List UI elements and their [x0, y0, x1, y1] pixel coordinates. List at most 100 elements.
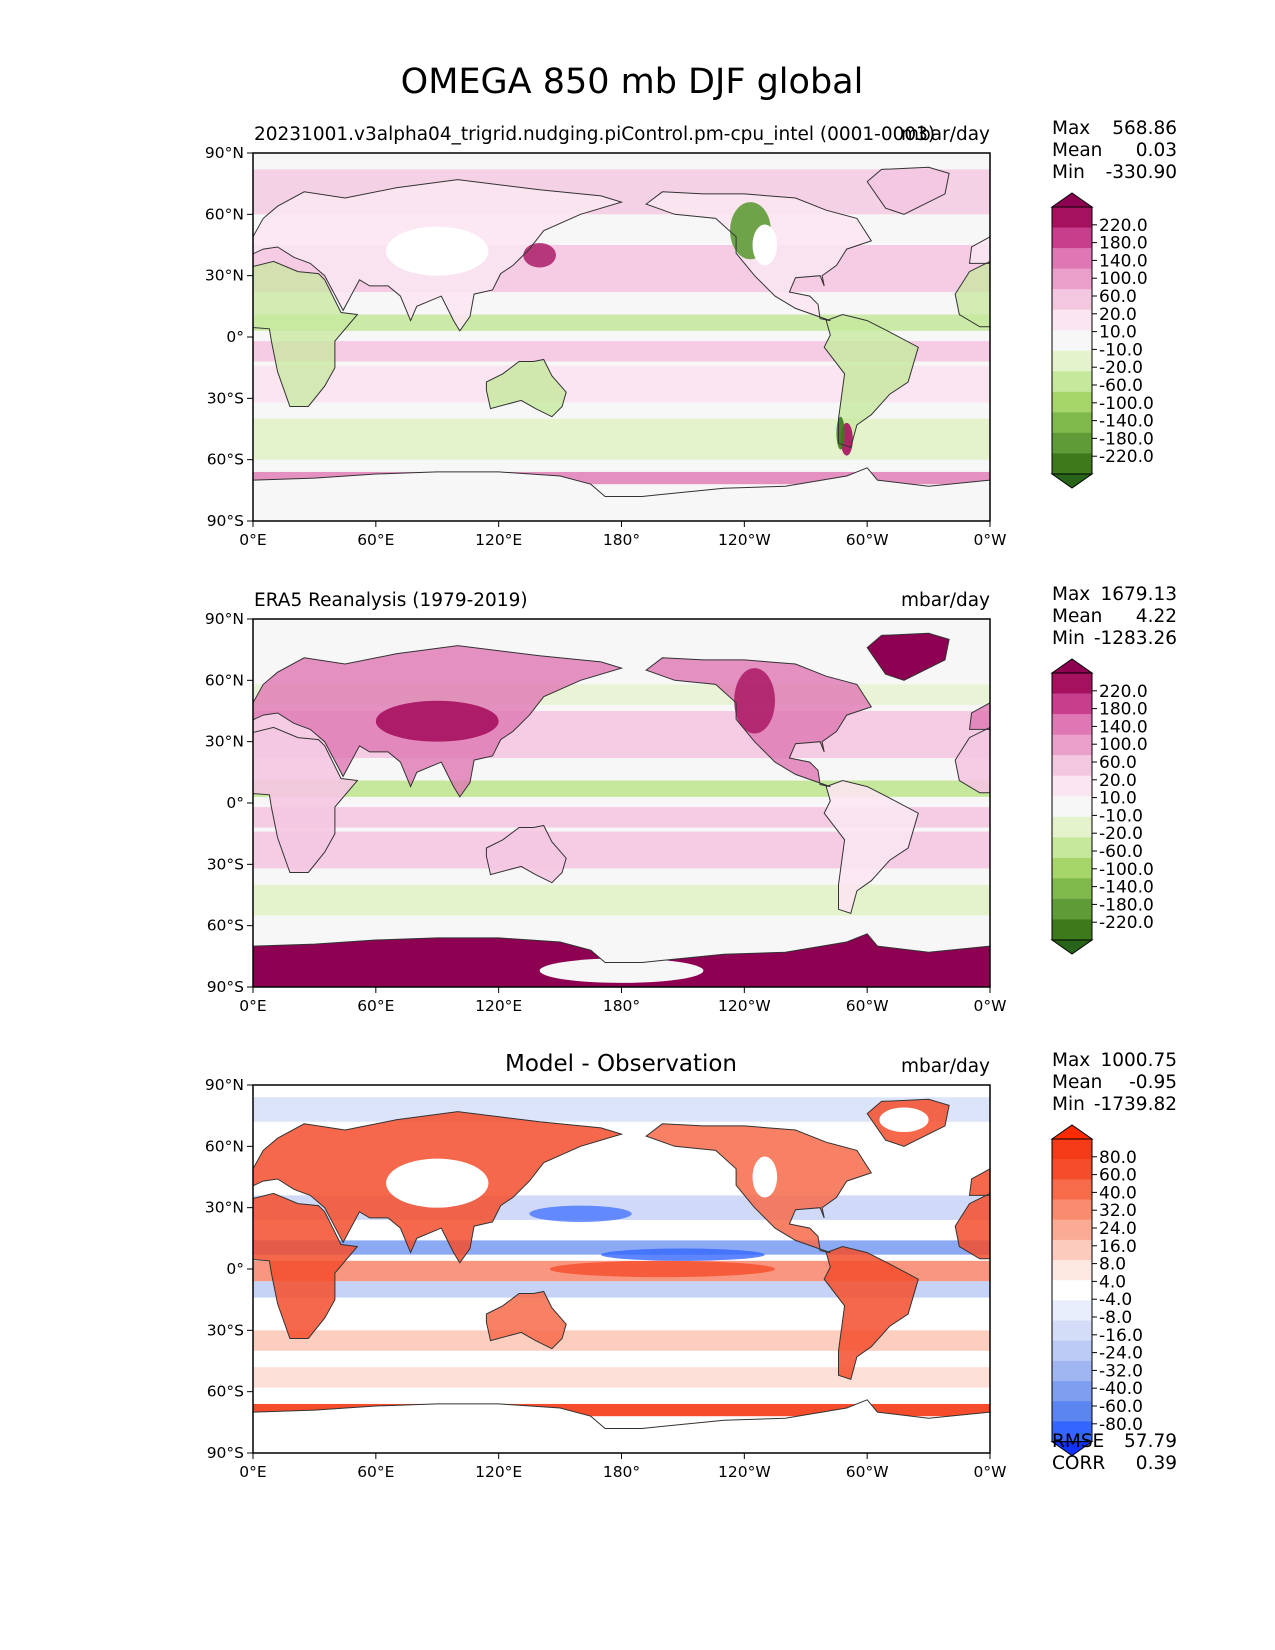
y-tick-label: 30°N	[205, 1199, 244, 1217]
difference-axis-ticks: 0°E 60°E 120°E 180° 120°W 60°W 0°W 90°N 60°N 30°N…	[205, 1076, 1007, 1481]
coastline-namerica	[645, 191, 873, 322]
x-tick-label: 0°W	[974, 531, 1007, 549]
y-tick-label: 90°S	[207, 512, 244, 530]
model-stat-max: 568.86	[1112, 118, 1177, 139]
colorbar-tick-label: -8.0	[1099, 1308, 1132, 1328]
difference-field	[253, 1085, 990, 1453]
era5-stat-mean-label: Mean	[1052, 606, 1102, 627]
era5-field	[253, 619, 990, 987]
field-rockies-mask	[752, 1156, 778, 1198]
colorbar-segment	[1052, 857, 1092, 879]
coastline-eurasia_e	[968, 1168, 990, 1196]
colorbar-segment	[1052, 919, 1092, 941]
x-tick-label: 120°W	[718, 1463, 771, 1481]
x-tick-label: 120°E	[475, 531, 522, 549]
coastline-namerica	[645, 1123, 873, 1254]
x-tick-label: 120°E	[475, 1463, 522, 1481]
y-tick-label: 60°S	[207, 917, 244, 935]
corr-label: CORR	[1052, 1453, 1105, 1474]
field-rockies	[734, 668, 776, 734]
colorbar-tick-label: 140.0	[1099, 251, 1148, 271]
colorbar-tick-label: -60.0	[1099, 842, 1143, 862]
coastline-eurasia_e	[968, 702, 990, 730]
colorbar-segment	[1052, 755, 1092, 777]
coastline-samerica	[823, 1245, 919, 1381]
colorbar-segment	[1052, 248, 1092, 270]
x-tick-label: 0°E	[239, 997, 266, 1015]
field-land-africa	[253, 727, 358, 873]
colorbar-tick-label: 180.0	[1099, 700, 1148, 720]
colorbar-tick-label: 20.0	[1099, 305, 1137, 325]
colorbar-frame	[1051, 672, 1093, 941]
colorbar-tick-label: -140.0	[1099, 878, 1154, 898]
era5-stats: Max 1679.13 Mean 4.22 Min -1283.26	[1052, 584, 1177, 649]
figure-title: OMEGA 850 mb DJF global	[401, 62, 864, 102]
colorbar-tick-label: -60.0	[1099, 1397, 1143, 1417]
y-tick-label: 90°N	[205, 144, 244, 162]
field-band-arctic	[253, 1097, 990, 1122]
field-land-australia	[486, 1291, 567, 1349]
era5-stat-min-label: Min	[1052, 628, 1085, 649]
colorbar-tick-label: 16.0	[1099, 1237, 1137, 1257]
colorbar-tick-label: 100.0	[1099, 735, 1148, 755]
model-stat-mean: 0.03	[1136, 140, 1177, 161]
field-itcz-core-neg	[601, 1248, 765, 1261]
colorbar-tick-label: -220.0	[1099, 447, 1154, 467]
x-tick-label: 60°E	[357, 997, 394, 1015]
colorbar-segment	[1052, 775, 1092, 797]
colorbar-tick-label: -100.0	[1099, 394, 1154, 414]
field-land-africa-w	[955, 261, 990, 327]
difference-colorbar: 80.060.040.032.024.016.08.04.0-4.0-8.0-1…	[1050, 1124, 1143, 1457]
y-tick-label: 30°S	[207, 1321, 244, 1339]
colorbar-segment	[1052, 837, 1092, 859]
colorbar-tick-label: -60.0	[1099, 376, 1143, 396]
colorbar-segment	[1052, 878, 1092, 900]
x-tick-label: 120°W	[718, 531, 771, 549]
colorbar-tick-label: 80.0	[1099, 1148, 1137, 1168]
colorbar-extend-max	[1050, 658, 1094, 674]
y-tick-label: 90°S	[207, 978, 244, 996]
x-tick-label: 60°W	[846, 997, 889, 1015]
colorbar-tick-label: -100.0	[1099, 860, 1154, 880]
field-band-itcz	[253, 780, 990, 797]
model-stat-max-label: Max	[1052, 118, 1090, 139]
x-tick-label: 60°E	[357, 531, 394, 549]
difference-coastlines	[253, 1098, 990, 1453]
era5-stat-max-label: Max	[1052, 584, 1090, 605]
field-land-africa-w	[955, 1193, 990, 1259]
y-tick-label: 30°S	[207, 389, 244, 407]
field-greenland-mask	[879, 1107, 929, 1133]
coastline-africa_w	[954, 260, 990, 328]
colorbar-segment	[1052, 1401, 1092, 1422]
y-tick-label: 90°S	[207, 1444, 244, 1462]
model-coastlines	[253, 166, 990, 521]
field-land-greenland	[867, 167, 950, 215]
coastline-africa	[253, 726, 359, 873]
coastline-greenland	[866, 1098, 950, 1147]
rmse-value: 57.79	[1124, 1431, 1177, 1452]
era5-axis-ticks: 0°E 60°E 120°E 180° 120°W 60°W 0°W 90°N 60°N 30°N…	[205, 610, 1007, 1015]
field-band-sh-tropics-neg	[253, 1281, 990, 1298]
colorbar-tick-label: 60.0	[1099, 287, 1137, 307]
colorbar-tick-label: 32.0	[1099, 1201, 1137, 1221]
coastline-greenland	[866, 166, 950, 215]
colorbar-segment	[1052, 1139, 1092, 1160]
colorbar-tick-label: 24.0	[1099, 1219, 1137, 1239]
model-units: mbar/day	[901, 124, 990, 145]
colorbar-tick-label: -80.0	[1099, 1415, 1143, 1435]
field-land-antarctica	[253, 467, 990, 521]
colorbar-frame	[1051, 206, 1093, 475]
colorbar-segment	[1052, 1199, 1092, 1221]
model-axis-ticks: 0°E 60°E 120°E 180° 120°W 60°W 0°W 90°N 60°N 30°N…	[205, 144, 1007, 549]
field-pacific-neg	[529, 1205, 632, 1222]
model-stats: Max 568.86 Mean 0.03 Min -330.90	[1052, 118, 1177, 183]
field-band-itcz	[253, 314, 990, 331]
field-land-africa	[253, 261, 358, 407]
colorbar-tick-label: 60.0	[1099, 753, 1137, 773]
y-tick-label: 60°N	[205, 1137, 244, 1155]
y-tick-label: 0°	[226, 794, 244, 812]
colorbar-tick-label: 20.0	[1099, 771, 1137, 791]
colorbar-extend-min	[1050, 939, 1094, 955]
colorbar-tick-label: -140.0	[1099, 412, 1154, 432]
field-land-samerica	[824, 780, 919, 914]
